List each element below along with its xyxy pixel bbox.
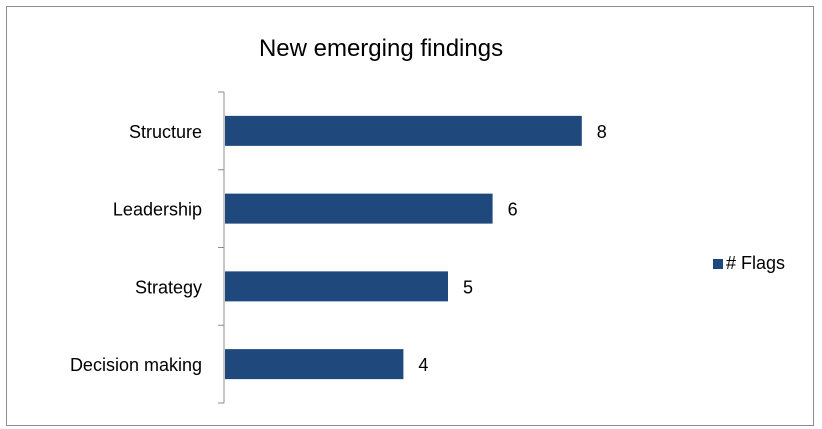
legend-label: # Flags	[726, 253, 786, 273]
data-label: 8	[597, 122, 607, 142]
data-label: 5	[463, 277, 473, 297]
bar	[225, 349, 404, 380]
data-label: 6	[508, 200, 518, 220]
legend-swatch	[713, 258, 723, 269]
bar	[225, 115, 582, 146]
category-label: Leadership	[113, 200, 202, 220]
category-label: Strategy	[135, 277, 202, 297]
data-label: 4	[418, 355, 428, 375]
bar	[225, 193, 493, 224]
category-label: Decision making	[70, 355, 202, 375]
bar	[225, 271, 448, 302]
category-label: Structure	[129, 122, 202, 142]
legend: # Flags	[713, 253, 785, 274]
chart-title: New emerging findings	[258, 35, 504, 62]
